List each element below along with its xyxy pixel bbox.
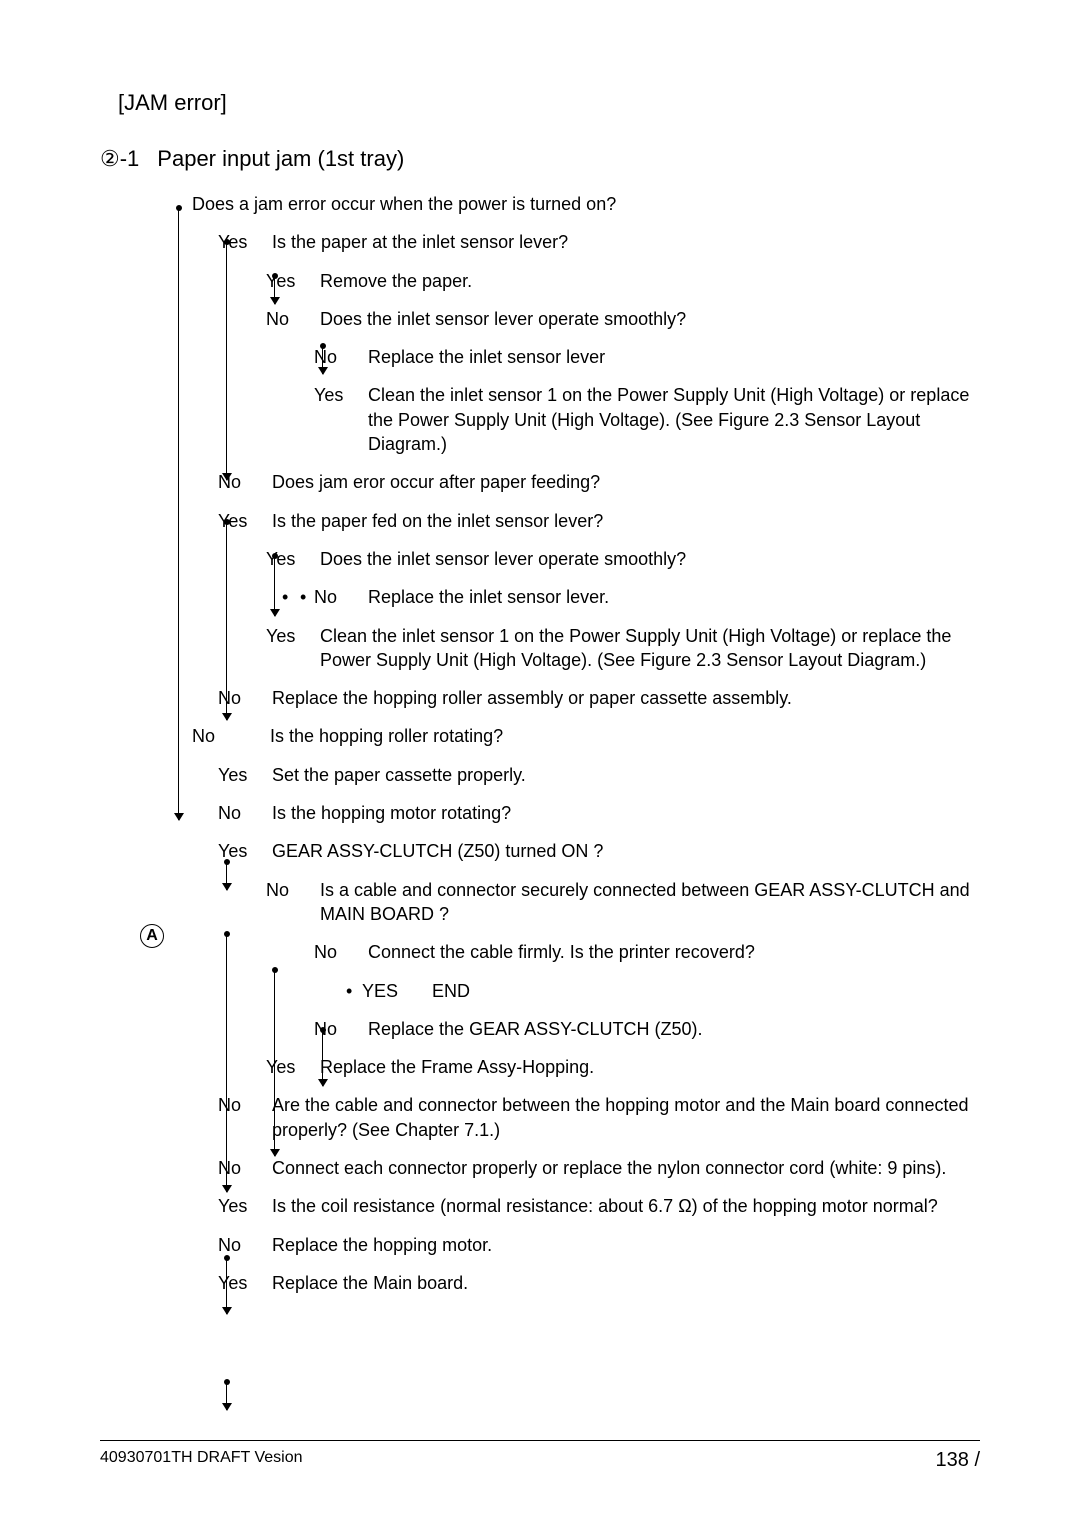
branch-yes-1: Yes Is the paper at the inlet sensor lev…: [218, 230, 980, 254]
branch: No Are the cable and connector between t…: [218, 1093, 980, 1142]
answer: Replace the inlet sensor lever: [368, 345, 980, 369]
section-title: [JAM error]: [118, 90, 980, 116]
question: GEAR ASSY-CLUTCH (Z50) turned ON ?: [272, 839, 980, 863]
label-no: No: [314, 345, 354, 369]
question: Is the hopping motor rotating?: [272, 801, 980, 825]
label-yes-caps: •YES: [362, 979, 402, 1003]
branch-A: Yes GEAR ASSY-CLUTCH (Z50) turned ON ?: [218, 839, 980, 863]
page-number: 138 /: [936, 1449, 980, 1472]
label-yes: Yes: [266, 1055, 306, 1079]
page: [JAM error] ②-1 Paper input jam (1st tra…: [0, 0, 1080, 1526]
label-yes: Yes: [266, 624, 306, 673]
answer: Connect each connector properly or repla…: [272, 1156, 980, 1180]
branch-no-1: No Does jam eror occur after paper feedi…: [218, 470, 980, 494]
label-no: No: [192, 724, 232, 748]
answer: Set the paper cassette properly.: [272, 763, 980, 787]
label-no: No: [218, 1233, 258, 1257]
label-yes: Yes: [266, 547, 306, 571]
branch: Yes Clean the inlet sensor 1 on the Powe…: [314, 383, 980, 456]
flow-line: [226, 1380, 227, 1410]
answer: END: [432, 979, 980, 1003]
branch: Yes Is the coil resistance (normal resis…: [218, 1194, 980, 1218]
flow-line: [226, 932, 227, 1192]
label-yes: Yes: [218, 763, 258, 787]
label-no: No: [314, 940, 354, 964]
label-no: No: [218, 1156, 258, 1180]
label-no: No: [266, 307, 306, 331]
subsection-title: Paper input jam (1st tray): [157, 146, 404, 172]
question: Is the paper fed on the inlet sensor lev…: [272, 509, 980, 533]
branch-root-no: No Is the hopping roller rotating?: [192, 724, 980, 748]
label-yes: Yes: [266, 269, 306, 293]
label-yes: Yes: [314, 383, 354, 456]
answer: Replace the hopping roller assembly or p…: [272, 686, 980, 710]
branch: Yes Clean the inlet sensor 1 on the Powe…: [266, 624, 980, 673]
question: Does the inlet sensor lever operate smoo…: [320, 547, 980, 571]
flow-line: [226, 240, 227, 480]
branch: Yes Does the inlet sensor lever operate …: [266, 547, 980, 571]
question: Are the cable and connector between the …: [272, 1093, 980, 1142]
branch: Yes Is the paper fed on the inlet sensor…: [218, 509, 980, 533]
footer-left: 40930701TH DRAFT Vesion: [100, 1449, 302, 1472]
answer: Replace the hopping motor.: [272, 1233, 980, 1257]
flowchart: A Does a jam error occur when the power …: [170, 192, 980, 1295]
answer: Clean the inlet sensor 1 on the Power Su…: [368, 383, 980, 456]
branch: No Does the inlet sensor lever operate s…: [266, 307, 980, 331]
answer: Remove the paper.: [320, 269, 980, 293]
answer: Replace the Frame Assy-Hopping.: [320, 1055, 980, 1079]
label-no: No: [314, 1017, 354, 1041]
flow-line: [178, 206, 179, 820]
answer: Clean the inlet sensor 1 on the Power Su…: [320, 624, 980, 673]
answer: Replace the Main board.: [272, 1271, 980, 1295]
label-no: •No: [314, 585, 354, 609]
branch: Yes Remove the paper.: [266, 269, 980, 293]
answer: Replace the inlet sensor lever.: [368, 585, 980, 609]
branch: No Connect the cable firmly. Is the prin…: [314, 940, 980, 964]
label-no: No: [218, 801, 258, 825]
question: Connect the cable firmly. Is the printer…: [368, 940, 980, 964]
label-yes: Yes: [218, 1194, 258, 1218]
branch: No Is the hopping motor rotating?: [218, 801, 980, 825]
label-yes: Yes: [218, 230, 258, 254]
branch: Yes Replace the Main board.: [218, 1271, 980, 1295]
label-no: No: [266, 878, 306, 927]
label-no: No: [218, 1093, 258, 1142]
question: Is the coil resistance (normal resistanc…: [272, 1194, 980, 1218]
subsection-heading: ②-1 Paper input jam (1st tray): [100, 146, 980, 172]
label-no: No: [218, 686, 258, 710]
question: Is the paper at the inlet sensor lever?: [272, 230, 980, 254]
branch: No Replace the hopping roller assembly o…: [218, 686, 980, 710]
label-yes: Yes: [218, 1271, 258, 1295]
label-yes: Yes: [218, 839, 258, 863]
question: Does jam eror occur after paper feeding?: [272, 470, 980, 494]
question: Does the inlet sensor lever operate smoo…: [320, 307, 980, 331]
marker-a-icon: A: [140, 924, 164, 948]
branch: No Connect each connector properly or re…: [218, 1156, 980, 1180]
branch: No Replace the GEAR ASSY-CLUTCH (Z50).: [314, 1017, 980, 1041]
question: Is a cable and connector securely connec…: [320, 878, 980, 927]
flow-line: [226, 860, 227, 890]
branch: •No Replace the inlet sensor lever.: [314, 585, 980, 609]
branch: No Replace the inlet sensor lever: [314, 345, 980, 369]
answer: Replace the GEAR ASSY-CLUTCH (Z50).: [368, 1017, 980, 1041]
label-yes: Yes: [218, 509, 258, 533]
question-root: Does a jam error occur when the power is…: [192, 192, 980, 216]
branch: No Replace the hopping motor.: [218, 1233, 980, 1257]
branch: Yes Replace the Frame Assy-Hopping.: [266, 1055, 980, 1079]
question: Is the hopping roller rotating?: [270, 724, 980, 748]
page-footer: 40930701TH DRAFT Vesion 138 /: [100, 1440, 980, 1472]
label-no: No: [218, 470, 258, 494]
branch: •YES END: [362, 979, 980, 1003]
branch: No Is a cable and connector securely con…: [266, 878, 980, 927]
branch: Yes Set the paper cassette properly.: [218, 763, 980, 787]
subsection-number: ②-1: [100, 146, 139, 172]
